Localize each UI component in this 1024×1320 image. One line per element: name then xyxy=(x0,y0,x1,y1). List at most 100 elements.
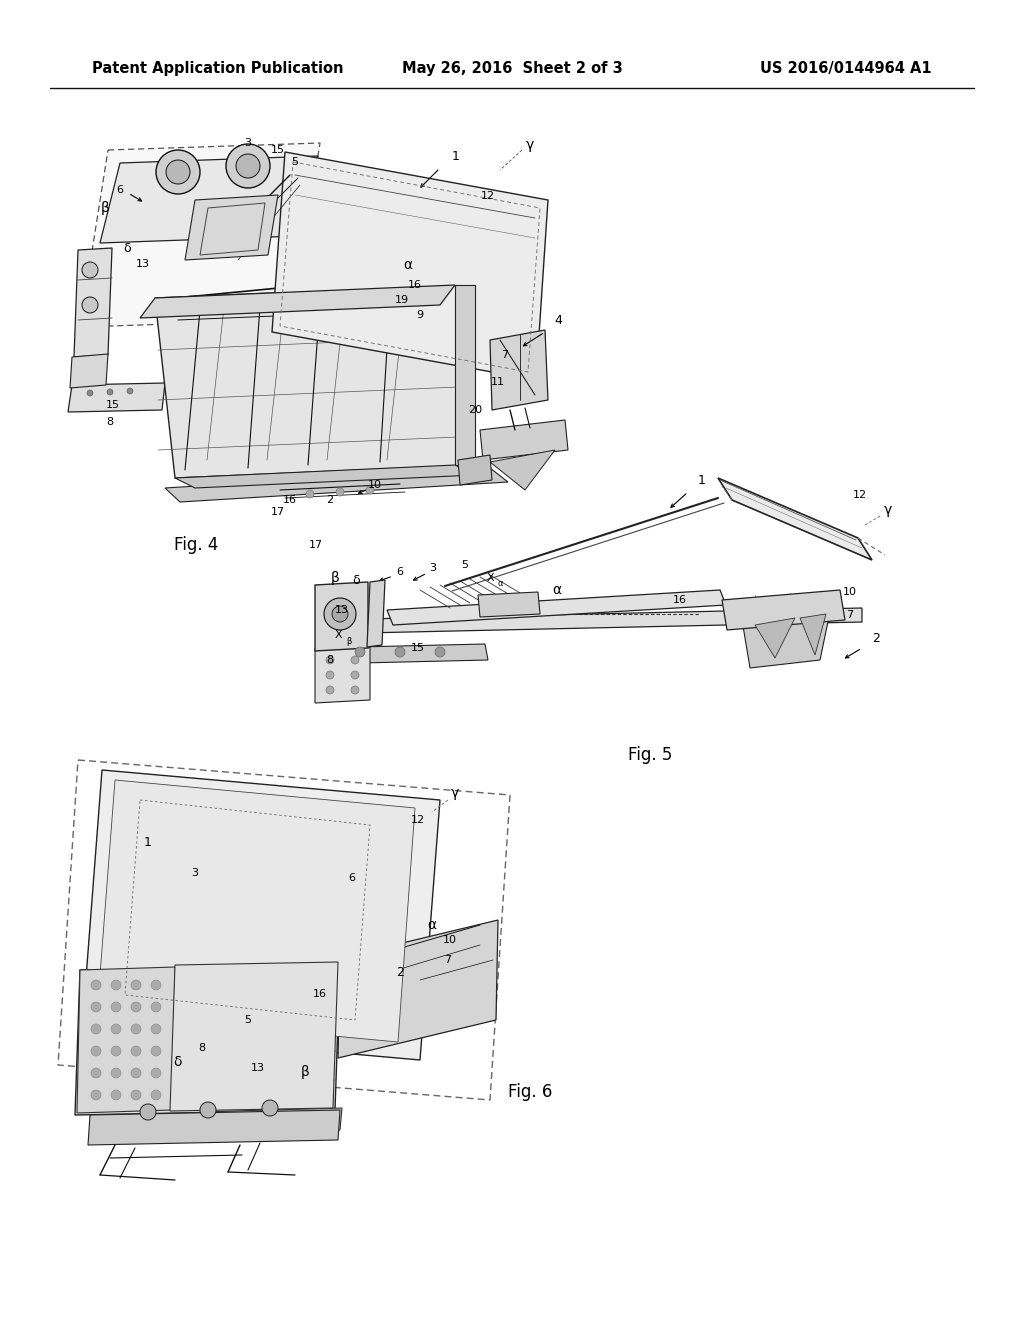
Polygon shape xyxy=(272,152,548,380)
Polygon shape xyxy=(387,590,726,624)
Text: 16: 16 xyxy=(673,595,687,605)
Text: γ: γ xyxy=(451,785,459,800)
Circle shape xyxy=(151,1002,161,1012)
Polygon shape xyxy=(718,478,872,560)
Text: 16: 16 xyxy=(283,495,297,506)
Text: 8: 8 xyxy=(106,417,114,426)
Polygon shape xyxy=(74,248,112,356)
Circle shape xyxy=(332,606,348,622)
Polygon shape xyxy=(722,590,845,630)
Polygon shape xyxy=(315,647,370,704)
Circle shape xyxy=(91,979,101,990)
Circle shape xyxy=(111,1045,121,1056)
Circle shape xyxy=(262,1100,278,1115)
Polygon shape xyxy=(338,920,498,1059)
Circle shape xyxy=(151,1090,161,1100)
Circle shape xyxy=(502,597,518,612)
Text: 2: 2 xyxy=(327,495,334,506)
Text: 11: 11 xyxy=(490,378,505,387)
Circle shape xyxy=(91,1090,101,1100)
Circle shape xyxy=(111,1002,121,1012)
Text: α: α xyxy=(552,583,561,597)
Circle shape xyxy=(131,979,141,990)
Circle shape xyxy=(151,1024,161,1034)
Text: 13: 13 xyxy=(335,605,349,615)
Polygon shape xyxy=(367,579,385,647)
Circle shape xyxy=(111,979,121,990)
Circle shape xyxy=(151,1068,161,1078)
Text: 1: 1 xyxy=(452,150,460,164)
Text: 2: 2 xyxy=(872,631,880,644)
Circle shape xyxy=(395,647,406,657)
Polygon shape xyxy=(175,465,475,488)
Polygon shape xyxy=(185,195,278,260)
Text: 1: 1 xyxy=(144,837,152,850)
Text: 5: 5 xyxy=(462,560,469,570)
Text: 5: 5 xyxy=(245,1015,252,1026)
Circle shape xyxy=(366,486,374,494)
Polygon shape xyxy=(97,780,415,1041)
Text: 9: 9 xyxy=(417,310,424,319)
Text: 12: 12 xyxy=(481,191,495,201)
Text: β: β xyxy=(100,201,110,215)
Text: 17: 17 xyxy=(309,540,323,550)
Circle shape xyxy=(140,1104,156,1119)
Text: 13: 13 xyxy=(136,259,150,269)
Circle shape xyxy=(111,1024,121,1034)
Circle shape xyxy=(326,656,334,664)
Polygon shape xyxy=(77,968,175,1113)
Polygon shape xyxy=(68,383,165,412)
Text: 10: 10 xyxy=(443,935,457,945)
Polygon shape xyxy=(88,1110,340,1144)
Text: 12: 12 xyxy=(853,490,867,500)
Text: 17: 17 xyxy=(271,507,285,517)
Text: 7: 7 xyxy=(502,350,509,360)
Polygon shape xyxy=(755,618,795,657)
Circle shape xyxy=(87,389,93,396)
Polygon shape xyxy=(198,1107,342,1134)
Circle shape xyxy=(236,154,260,178)
Text: US 2016/0144964 A1: US 2016/0144964 A1 xyxy=(761,61,932,75)
Circle shape xyxy=(131,1002,141,1012)
Text: α: α xyxy=(427,917,436,932)
Circle shape xyxy=(91,1045,101,1056)
Circle shape xyxy=(131,1090,141,1100)
Text: δ: δ xyxy=(123,242,131,255)
Text: α: α xyxy=(498,579,504,589)
Text: 13: 13 xyxy=(251,1063,265,1073)
Text: 2: 2 xyxy=(396,965,403,978)
Polygon shape xyxy=(80,143,319,327)
Circle shape xyxy=(91,1068,101,1078)
Text: 7: 7 xyxy=(847,610,854,620)
Text: 10: 10 xyxy=(843,587,857,597)
Polygon shape xyxy=(455,285,475,465)
Text: 3: 3 xyxy=(429,564,436,573)
Circle shape xyxy=(336,488,344,496)
Circle shape xyxy=(326,671,334,678)
Text: 3: 3 xyxy=(191,869,199,878)
Text: 15: 15 xyxy=(271,145,285,154)
Text: 12: 12 xyxy=(411,814,425,825)
Text: 8: 8 xyxy=(327,655,334,665)
Circle shape xyxy=(131,1045,141,1056)
Text: Fig. 5: Fig. 5 xyxy=(628,746,672,764)
Circle shape xyxy=(131,1068,141,1078)
Polygon shape xyxy=(82,770,440,1060)
Text: X: X xyxy=(486,573,494,583)
Circle shape xyxy=(166,160,190,183)
Text: 20: 20 xyxy=(468,405,482,414)
Circle shape xyxy=(91,1002,101,1012)
Circle shape xyxy=(435,647,445,657)
Circle shape xyxy=(106,389,113,395)
Polygon shape xyxy=(100,156,318,243)
Text: 16: 16 xyxy=(313,989,327,999)
Polygon shape xyxy=(315,644,488,664)
Text: 15: 15 xyxy=(411,643,425,653)
Polygon shape xyxy=(140,285,455,318)
Text: α: α xyxy=(403,257,413,272)
Text: 5: 5 xyxy=(292,157,299,168)
Circle shape xyxy=(127,388,133,393)
Text: Fig. 6: Fig. 6 xyxy=(508,1082,552,1101)
Text: 7: 7 xyxy=(444,954,452,965)
Circle shape xyxy=(351,656,359,664)
